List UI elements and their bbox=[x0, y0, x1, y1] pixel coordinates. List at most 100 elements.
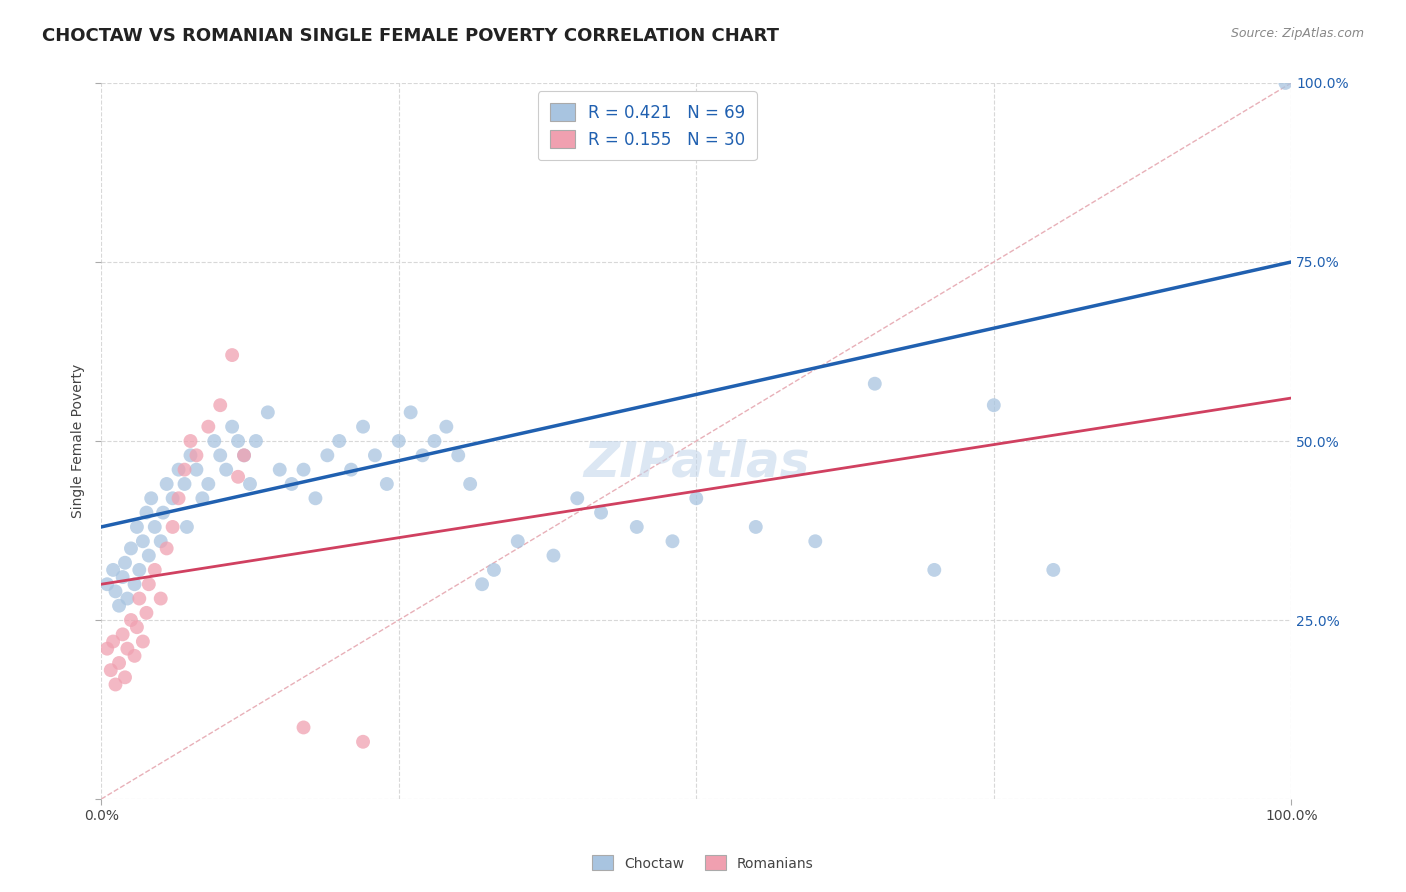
Point bbox=[506, 534, 529, 549]
Point bbox=[173, 463, 195, 477]
Point bbox=[96, 577, 118, 591]
Legend: Choctaw, Romanians: Choctaw, Romanians bbox=[586, 850, 820, 876]
Point bbox=[340, 463, 363, 477]
Point bbox=[352, 735, 374, 749]
Point bbox=[626, 520, 648, 534]
Point bbox=[412, 448, 434, 462]
Point bbox=[328, 434, 350, 448]
Point bbox=[197, 419, 219, 434]
Point bbox=[179, 434, 201, 448]
Point bbox=[125, 520, 148, 534]
Point bbox=[141, 491, 163, 506]
Point bbox=[226, 434, 249, 448]
Point bbox=[108, 656, 131, 670]
Point bbox=[117, 591, 139, 606]
Point bbox=[197, 477, 219, 491]
Point bbox=[458, 477, 481, 491]
Point bbox=[125, 620, 148, 634]
Point bbox=[543, 549, 565, 563]
Point bbox=[352, 419, 374, 434]
Point bbox=[135, 506, 157, 520]
Point bbox=[661, 534, 683, 549]
Point bbox=[316, 448, 339, 462]
Point bbox=[804, 534, 827, 549]
Point bbox=[108, 599, 131, 613]
Point bbox=[191, 491, 214, 506]
Point bbox=[388, 434, 411, 448]
Point bbox=[233, 448, 256, 462]
Point bbox=[292, 721, 315, 735]
Point bbox=[173, 477, 195, 491]
Point bbox=[399, 405, 422, 419]
Point bbox=[863, 376, 886, 391]
Point bbox=[104, 677, 127, 691]
Point bbox=[304, 491, 326, 506]
Point bbox=[269, 463, 291, 477]
Point bbox=[221, 348, 243, 362]
Point bbox=[132, 634, 155, 648]
Point bbox=[132, 534, 155, 549]
Point bbox=[256, 405, 278, 419]
Text: CHOCTAW VS ROMANIAN SINGLE FEMALE POVERTY CORRELATION CHART: CHOCTAW VS ROMANIAN SINGLE FEMALE POVERT… bbox=[42, 27, 779, 45]
Point bbox=[239, 477, 262, 491]
Point bbox=[152, 506, 174, 520]
Point bbox=[114, 556, 136, 570]
Point bbox=[128, 563, 150, 577]
Point bbox=[96, 641, 118, 656]
Point bbox=[215, 463, 238, 477]
Y-axis label: Single Female Poverty: Single Female Poverty bbox=[72, 364, 86, 518]
Point bbox=[280, 477, 302, 491]
Point bbox=[143, 563, 166, 577]
Point bbox=[101, 634, 124, 648]
Point bbox=[1274, 76, 1296, 90]
Point bbox=[149, 534, 172, 549]
Point bbox=[156, 541, 179, 556]
Point bbox=[482, 563, 505, 577]
Point bbox=[120, 541, 142, 556]
Point bbox=[162, 520, 184, 534]
Point bbox=[209, 448, 232, 462]
Point bbox=[167, 463, 190, 477]
Point bbox=[209, 398, 232, 412]
Point bbox=[186, 463, 208, 477]
Text: ZIPatlas: ZIPatlas bbox=[583, 439, 810, 486]
Point bbox=[124, 648, 146, 663]
Point bbox=[162, 491, 184, 506]
Point bbox=[471, 577, 494, 591]
Point bbox=[447, 448, 470, 462]
Point bbox=[186, 448, 208, 462]
Point bbox=[143, 520, 166, 534]
Point bbox=[292, 463, 315, 477]
Point bbox=[128, 591, 150, 606]
Point bbox=[924, 563, 946, 577]
Point bbox=[567, 491, 589, 506]
Point bbox=[589, 506, 612, 520]
Point bbox=[245, 434, 267, 448]
Text: Source: ZipAtlas.com: Source: ZipAtlas.com bbox=[1230, 27, 1364, 40]
Point bbox=[179, 448, 201, 462]
Point bbox=[375, 477, 398, 491]
Point bbox=[685, 491, 707, 506]
Point bbox=[364, 448, 387, 462]
Point bbox=[101, 563, 124, 577]
Point bbox=[423, 434, 446, 448]
Point bbox=[434, 419, 457, 434]
Point bbox=[135, 606, 157, 620]
Legend: R = 0.421   N = 69, R = 0.155   N = 30: R = 0.421 N = 69, R = 0.155 N = 30 bbox=[538, 91, 756, 161]
Point bbox=[124, 577, 146, 591]
Point bbox=[117, 641, 139, 656]
Point bbox=[226, 470, 249, 484]
Point bbox=[1042, 563, 1064, 577]
Point bbox=[100, 663, 122, 677]
Point bbox=[111, 627, 134, 641]
Point bbox=[233, 448, 256, 462]
Point bbox=[202, 434, 225, 448]
Point bbox=[149, 591, 172, 606]
Point bbox=[138, 549, 160, 563]
Point bbox=[114, 670, 136, 684]
Point bbox=[167, 491, 190, 506]
Point bbox=[120, 613, 142, 627]
Point bbox=[983, 398, 1005, 412]
Point bbox=[104, 584, 127, 599]
Point bbox=[745, 520, 768, 534]
